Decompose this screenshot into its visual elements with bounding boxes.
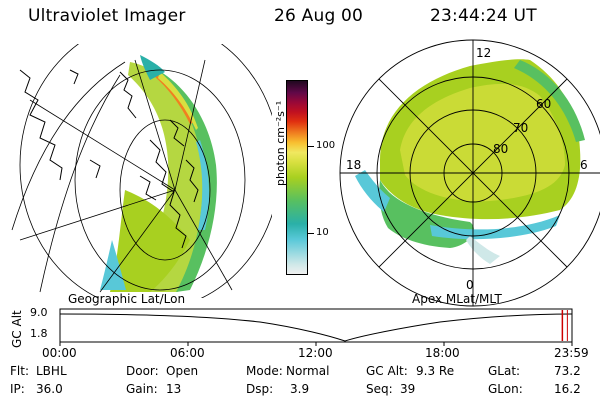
colorbar-label-100: 100 xyxy=(316,140,336,151)
right-panel-label: Apex MLat/MLT xyxy=(412,292,502,306)
mlat-label-60: 60 xyxy=(536,97,552,111)
colorbar-label-10: 10 xyxy=(316,227,329,238)
timeline-ytick-high: 9.0 xyxy=(30,306,48,319)
polar-image xyxy=(355,59,585,264)
door-value: Open xyxy=(166,364,199,378)
timeline-label-2359: 23:59 xyxy=(554,346,589,360)
door-label: Door: xyxy=(126,364,159,378)
gain-value: 13 xyxy=(166,382,182,396)
colorbar-tick-10 xyxy=(308,233,314,234)
left-panel-label: Geographic Lat/Lon xyxy=(68,292,186,306)
time-label: 23:44:24 UT xyxy=(430,6,537,26)
glon-label: GLon: xyxy=(488,382,523,396)
timeline-axis-label: GC Alt xyxy=(10,310,24,348)
mlt-label-18: 18 xyxy=(346,158,362,172)
colorbar xyxy=(286,80,308,275)
gain-label: Gain: xyxy=(126,382,158,396)
dsp-label: Dsp: xyxy=(246,382,274,396)
glat-label: GLat: xyxy=(488,364,521,378)
timeline-label-1200: 12:00 xyxy=(298,346,333,360)
ip-label: IP: xyxy=(10,382,25,396)
ip-value: 36.0 xyxy=(36,382,63,396)
date-label: 26 Aug 00 xyxy=(274,6,364,26)
timeline-label-0000: 00:00 xyxy=(42,346,77,360)
flt-label: Flt: xyxy=(10,364,29,378)
mlt-label-12: 12 xyxy=(476,46,492,60)
title: Ultraviolet Imager xyxy=(28,6,186,26)
timeline-ytick-low: 1.8 xyxy=(30,327,48,340)
glon-value: 16.2 xyxy=(554,382,581,396)
timeline-label-1800: 18:00 xyxy=(425,346,460,360)
colorbar-unit-label: photon cm⁻²s⁻¹ xyxy=(274,100,287,186)
seq-label: Seq: xyxy=(366,382,393,396)
seq-value: 39 xyxy=(400,382,416,396)
colorbar-tick-100 xyxy=(308,146,314,147)
dsp-value: 3.9 xyxy=(290,382,310,396)
glat-value: 73.2 xyxy=(554,364,581,378)
timeline-label-0600: 06:00 xyxy=(170,346,205,360)
mlat-label-70: 70 xyxy=(513,121,529,135)
mlt-label-6: 6 xyxy=(580,158,588,172)
mode-value: Normal xyxy=(286,364,330,378)
geographic-image xyxy=(11,44,272,298)
gc-alt-value: 9.3 Re xyxy=(416,364,455,378)
mlat-label-80: 80 xyxy=(493,142,509,156)
mode-label: Mode: xyxy=(246,364,283,378)
flt-value: LBHL xyxy=(36,364,67,378)
mlt-label-0: 0 xyxy=(466,278,474,292)
gc-alt-label: GC Alt: xyxy=(366,364,408,378)
